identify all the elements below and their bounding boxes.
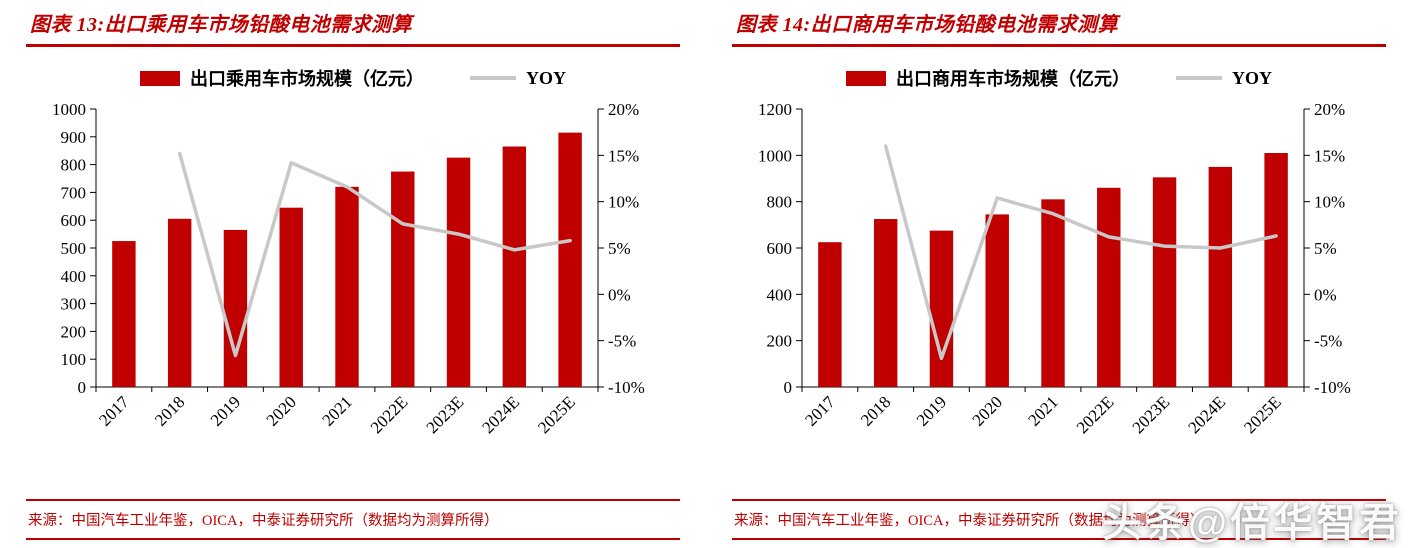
- source-text: 来源：中国汽车工业年鉴，OICA，中泰证券研究所（数据均为测算所得）: [28, 513, 499, 529]
- bar-line-chart: 0 200 400 600 800 1000 1200 -10% -5% 0% 5% 10% 15% 20…: [758, 100, 1351, 437]
- legend-item-line-series: YOY: [470, 68, 566, 89]
- svg-text:2024E: 2024E: [478, 392, 523, 437]
- svg-text:400: 400: [61, 267, 87, 286]
- svg-text:15%: 15%: [1314, 146, 1345, 165]
- svg-text:0: 0: [78, 378, 87, 397]
- svg-text:900: 900: [61, 128, 87, 147]
- legend-item-line-series: YOY: [1176, 68, 1272, 89]
- svg-text:2021: 2021: [318, 392, 355, 429]
- svg-text:0%: 0%: [608, 285, 631, 304]
- svg-text:700: 700: [61, 183, 87, 202]
- chart-legend: 出口商用车市场规模（亿元） YOY: [732, 65, 1386, 91]
- svg-text:0%: 0%: [1314, 285, 1337, 304]
- chart-area: 0 100 200 300 400 500 600 700 800 900 1000 -10% -5% 0…: [26, 95, 680, 477]
- chart-title: 图表 14:出口商用车市场铅酸电池需求测算: [736, 14, 1119, 36]
- svg-text:200: 200: [61, 322, 87, 341]
- svg-text:20%: 20%: [1314, 100, 1345, 119]
- svg-text:-5%: -5%: [1314, 332, 1342, 351]
- svg-text:-10%: -10%: [1314, 378, 1351, 397]
- svg-text:5%: 5%: [1314, 239, 1337, 258]
- source-footer: 来源：中国汽车工业年鉴，OICA，中泰证券研究所（数据均为测算所得）: [732, 499, 1386, 540]
- svg-text:2019: 2019: [913, 392, 950, 429]
- svg-text:100: 100: [61, 350, 87, 369]
- svg-text:2021: 2021: [1024, 392, 1061, 429]
- legend-label-bar-series: 出口乘用车市场规模（亿元）: [190, 69, 424, 89]
- svg-text:300: 300: [61, 295, 87, 314]
- svg-text:2019: 2019: [207, 392, 244, 429]
- svg-text:0: 0: [784, 378, 793, 397]
- chart-legend: 出口乘用车市场规模（亿元） YOY: [26, 65, 680, 91]
- svg-text:1000: 1000: [52, 100, 86, 119]
- svg-text:2025E: 2025E: [534, 392, 579, 437]
- legend-label-bar-series: 出口商用车市场规模（亿元）: [896, 69, 1130, 89]
- legend-item-bar-series: 出口商用车市场规模（亿元）: [846, 65, 1130, 91]
- bar-series-swatch-icon: [846, 70, 886, 86]
- svg-text:600: 600: [61, 211, 87, 230]
- legend-item-bar-series: 出口乘用车市场规模（亿元）: [140, 65, 424, 91]
- legend-label-line-series: YOY: [526, 67, 566, 88]
- legend-label-line-series: YOY: [1232, 67, 1272, 88]
- svg-text:800: 800: [767, 193, 793, 212]
- svg-text:1200: 1200: [758, 100, 792, 119]
- svg-text:2020: 2020: [263, 392, 300, 429]
- svg-text:2022E: 2022E: [367, 392, 412, 437]
- svg-text:2018: 2018: [857, 392, 894, 429]
- svg-text:2017: 2017: [95, 392, 133, 430]
- svg-text:800: 800: [61, 156, 87, 175]
- svg-text:20%: 20%: [608, 100, 639, 119]
- svg-text:2023E: 2023E: [423, 392, 468, 437]
- chart-title: 图表 13:出口乘用车市场铅酸电池需求测算: [30, 14, 413, 36]
- chart-header: 图表 13:出口乘用车市场铅酸电池需求测算: [26, 6, 680, 47]
- line-series-swatch-icon: [470, 76, 516, 80]
- source-footer: 来源：中国汽车工业年鉴，OICA，中泰证券研究所（数据均为测算所得）: [26, 499, 680, 540]
- bar-line-chart: 0 100 200 300 400 500 600 700 800 900 1000 -10% -5% 0…: [52, 100, 645, 437]
- svg-text:2022E: 2022E: [1073, 392, 1118, 437]
- svg-text:200: 200: [767, 332, 793, 351]
- watermark: 头条@倍华智君: [1101, 501, 1402, 545]
- svg-text:15%: 15%: [608, 146, 639, 165]
- svg-text:10%: 10%: [608, 193, 639, 212]
- svg-text:2017: 2017: [801, 392, 839, 430]
- svg-text:-5%: -5%: [608, 332, 636, 351]
- svg-text:600: 600: [767, 239, 793, 258]
- bar-series-swatch-icon: [140, 70, 180, 86]
- chart-panel-right: 图表 14:出口商用车市场铅酸电池需求测算 出口商用车市场规模（亿元） YOY …: [706, 0, 1412, 548]
- chart-header: 图表 14:出口商用车市场铅酸电池需求测算: [732, 6, 1386, 47]
- svg-text:-10%: -10%: [608, 378, 645, 397]
- source-text: 来源：中国汽车工业年鉴，OICA，中泰证券研究所（数据均为测算所得）: [734, 513, 1205, 529]
- svg-text:500: 500: [61, 239, 87, 258]
- svg-text:2025E: 2025E: [1240, 392, 1285, 437]
- chart-area: 0 200 400 600 800 1000 1200 -10% -5% 0% 5% 10% 15% 20…: [732, 95, 1386, 477]
- chart-panel-left: 图表 13:出口乘用车市场铅酸电池需求测算 出口乘用车市场规模（亿元） YOY …: [26, 6, 680, 540]
- svg-text:2018: 2018: [151, 392, 188, 429]
- svg-text:2024E: 2024E: [1184, 392, 1229, 437]
- line-series-swatch-icon: [1176, 76, 1222, 80]
- svg-text:10%: 10%: [1314, 193, 1345, 212]
- svg-text:2023E: 2023E: [1129, 392, 1174, 437]
- svg-text:2020: 2020: [969, 392, 1006, 429]
- svg-text:400: 400: [767, 285, 793, 304]
- svg-text:5%: 5%: [608, 239, 631, 258]
- svg-text:1000: 1000: [758, 146, 792, 165]
